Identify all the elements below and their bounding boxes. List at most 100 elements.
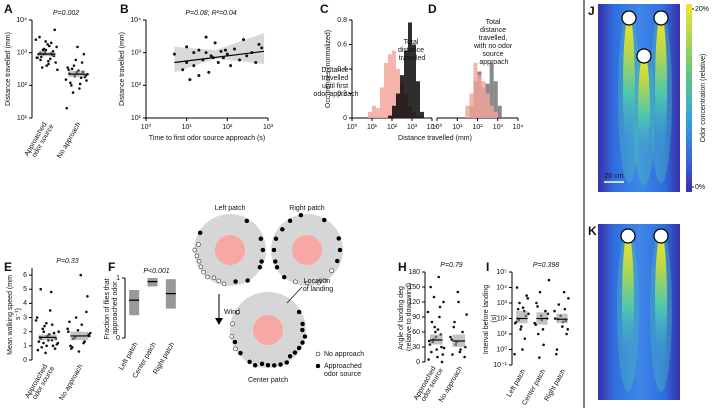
y-tick-label: 0.6: [337, 41, 347, 48]
odor-patch: [215, 235, 245, 265]
y-tick-label: 6: [23, 272, 27, 279]
hist-bar: [388, 115, 392, 118]
data-point: [449, 335, 452, 339]
data-point: [65, 106, 68, 110]
panel-letter: A: [4, 2, 13, 16]
hist-bar: [412, 44, 417, 118]
data-point: [427, 339, 431, 343]
data-point: [555, 352, 558, 356]
panel-letter: C: [320, 2, 329, 16]
y-tick-label: 0.2: [337, 90, 347, 97]
series-label: Distance travelled until first odor appr…: [313, 67, 358, 98]
landing-point: [235, 310, 240, 315]
y-tick-label: 30: [412, 344, 420, 351]
odor-source: [653, 10, 669, 26]
data-point: [197, 73, 201, 77]
fit-line: [174, 50, 265, 64]
hist-bar: [372, 105, 376, 118]
landing-point: [335, 258, 340, 264]
y-tick-label: 10²: [17, 82, 28, 89]
x-tick-label: 10⁰: [141, 123, 152, 131]
y-axis-label: Fraction of flies that approached odor: [104, 276, 119, 339]
data-point: [535, 301, 538, 305]
landing-point: [287, 218, 293, 223]
legend-marker: [315, 363, 321, 369]
data-point: [54, 61, 57, 64]
landing-point: [244, 218, 250, 224]
data-point: [242, 38, 246, 42]
hist-bar: [493, 81, 498, 118]
data-point: [181, 68, 185, 72]
annotation-line: [286, 286, 303, 304]
confidence-band: [174, 32, 265, 73]
data-point: [79, 273, 83, 277]
data-point: [536, 332, 540, 336]
data-point: [452, 325, 456, 329]
data-point: [245, 54, 249, 58]
data-point: [513, 352, 516, 356]
landing-point: [271, 363, 277, 368]
data-point: [188, 78, 192, 82]
data-point: [515, 286, 519, 289]
hist-bar: [485, 93, 490, 118]
landing-point: [293, 279, 298, 285]
y-tick-label: 3: [23, 314, 27, 321]
landing-point: [322, 217, 327, 223]
y-tick-label: 4: [23, 300, 27, 307]
landing-point: [192, 247, 198, 253]
data-point: [436, 328, 440, 331]
data-point: [561, 325, 564, 328]
data-point: [86, 72, 89, 76]
data-point: [209, 54, 213, 58]
y-axis-label: Occurences (normalized): [325, 30, 332, 108]
data-point: [42, 341, 45, 345]
data-point: [34, 319, 38, 322]
p-value: P=0.08; R²=0.04: [185, 10, 236, 17]
data-point: [538, 356, 541, 359]
data-point: [442, 346, 446, 350]
data-point: [433, 325, 436, 329]
data-point: [51, 344, 55, 348]
data-point: [36, 348, 40, 352]
landing-point: [252, 363, 258, 368]
data-point: [225, 52, 229, 56]
x-tick-label: No approach: [56, 121, 82, 159]
data-point: [430, 350, 433, 354]
landing-point: [245, 278, 250, 283]
data-point: [232, 47, 236, 51]
data-point: [55, 45, 58, 49]
data-point: [56, 68, 59, 72]
y-tick-label: 10²: [131, 82, 142, 89]
data-point: [48, 309, 52, 312]
landing-point: [232, 339, 238, 345]
data-point: [78, 87, 81, 90]
data-point: [43, 324, 46, 328]
x-tick-label: 10²: [387, 124, 398, 131]
data-point: [553, 309, 556, 313]
data-point: [565, 332, 568, 336]
data-point: [35, 316, 39, 319]
data-point: [57, 330, 60, 333]
odor-source: [621, 10, 637, 26]
landing-point: [196, 258, 202, 264]
data-point: [82, 52, 86, 56]
x-tick-label: 10⁰: [432, 123, 443, 131]
y-tick-label: 1: [23, 343, 27, 350]
landing-point: [280, 227, 285, 232]
landing-point: [337, 247, 343, 253]
patch-label: Center patch: [248, 377, 288, 384]
x-tick-label: Approached odor source: [23, 120, 55, 161]
panel-letter: E: [4, 260, 12, 274]
panel-letter: J: [588, 4, 595, 18]
data-point: [45, 344, 48, 348]
hist-bar: [367, 111, 372, 118]
x-tick-label: 10¹: [182, 124, 193, 131]
hist-bar: [388, 54, 392, 118]
landing-point: [258, 236, 264, 242]
landing-point: [230, 321, 235, 327]
y-tick-label: 10³: [17, 50, 28, 57]
y-axis-label: Mean walking speed (mm s⁻¹): [7, 273, 22, 355]
hist-bar: [392, 50, 396, 118]
data-point: [521, 306, 525, 309]
data-point: [86, 295, 89, 298]
